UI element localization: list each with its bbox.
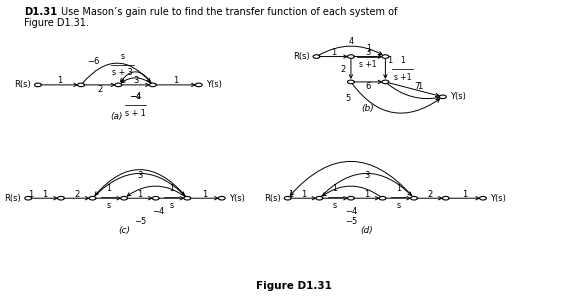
Text: −5: −5 <box>345 217 357 226</box>
Text: 2: 2 <box>97 85 102 94</box>
Text: 1: 1 <box>42 190 47 199</box>
Text: Y(s): Y(s) <box>490 194 506 203</box>
Text: s: s <box>333 200 337 209</box>
Text: −5: −5 <box>134 217 146 226</box>
Text: 1: 1 <box>364 190 370 199</box>
Text: 1: 1 <box>462 190 467 199</box>
Text: Figure D1.31: Figure D1.31 <box>255 281 331 291</box>
Text: R(s): R(s) <box>15 80 31 89</box>
Text: 1: 1 <box>388 56 393 65</box>
Text: 3: 3 <box>137 171 143 180</box>
Text: 1: 1 <box>169 184 174 193</box>
Text: −4: −4 <box>152 207 165 216</box>
Text: 1: 1 <box>331 48 336 57</box>
Text: s: s <box>396 200 400 209</box>
Text: 2: 2 <box>427 190 432 199</box>
Text: 4: 4 <box>348 37 353 46</box>
Text: D1.31: D1.31 <box>24 7 57 17</box>
Text: s +1: s +1 <box>360 61 377 70</box>
Text: s + 3: s + 3 <box>112 69 133 77</box>
Text: s: s <box>169 200 173 209</box>
Text: 3: 3 <box>364 171 370 180</box>
Text: 1: 1 <box>106 184 111 193</box>
Text: 1: 1 <box>333 184 338 193</box>
Text: 2: 2 <box>340 65 346 74</box>
Text: −s: −s <box>130 92 141 101</box>
Text: s +1: s +1 <box>394 73 411 82</box>
Text: Y(s): Y(s) <box>229 194 244 203</box>
Text: 1: 1 <box>301 190 306 199</box>
Text: s: s <box>120 52 125 61</box>
Text: s + 1: s + 1 <box>125 109 146 118</box>
Text: R(s): R(s) <box>293 52 310 61</box>
Text: 1: 1 <box>396 184 401 193</box>
Text: R(s): R(s) <box>264 194 281 203</box>
Text: 3: 3 <box>365 48 371 57</box>
Text: 3: 3 <box>133 76 139 85</box>
Text: 2: 2 <box>74 190 79 199</box>
Text: (a): (a) <box>111 112 123 121</box>
Text: 5: 5 <box>346 94 351 103</box>
Text: −4: −4 <box>345 207 357 216</box>
Text: 1: 1 <box>417 82 423 91</box>
Text: 1: 1 <box>202 190 207 199</box>
Text: 7: 7 <box>414 82 420 92</box>
Text: (b): (b) <box>362 104 375 113</box>
Text: Use Mason’s gain rule to find the transfer function of each system of: Use Mason’s gain rule to find the transf… <box>61 7 398 17</box>
Text: 6: 6 <box>365 82 371 91</box>
Text: (c): (c) <box>118 226 130 235</box>
Text: 1: 1 <box>400 56 405 65</box>
Text: Figure D1.31.: Figure D1.31. <box>24 18 88 28</box>
Text: Y(s): Y(s) <box>205 80 222 89</box>
Text: Y(s): Y(s) <box>450 92 466 101</box>
Text: −6: −6 <box>87 57 100 66</box>
Text: 1: 1 <box>137 190 143 199</box>
Text: 1: 1 <box>173 76 179 85</box>
Text: s: s <box>107 200 111 209</box>
Text: (d): (d) <box>360 226 373 235</box>
Text: 1: 1 <box>57 76 62 85</box>
Text: 1: 1 <box>29 190 34 199</box>
Text: R(s): R(s) <box>5 194 22 203</box>
Text: 1: 1 <box>365 44 371 53</box>
Text: 1: 1 <box>288 190 293 199</box>
Text: −4: −4 <box>129 92 142 101</box>
